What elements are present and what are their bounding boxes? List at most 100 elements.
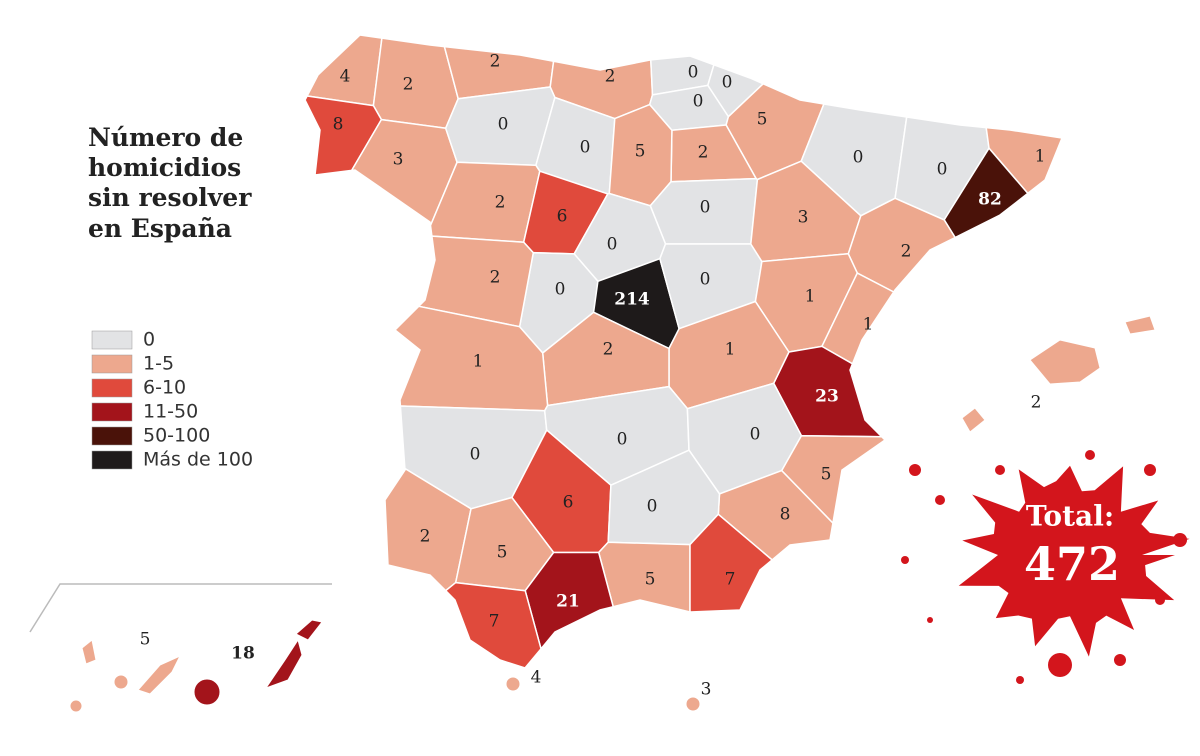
region-value: 2 — [420, 527, 431, 547]
region-value: 0 — [937, 160, 948, 180]
legend-label: 6-10 — [143, 377, 186, 399]
region-value: 5 — [645, 570, 656, 590]
legend-swatch — [91, 354, 133, 374]
island — [137, 654, 182, 695]
region-value: 5 — [757, 110, 768, 130]
region-value: 3 — [701, 680, 712, 700]
region-value: 2 — [495, 193, 506, 213]
title-line: Número de — [88, 123, 243, 152]
splat-drop — [1155, 595, 1165, 605]
legend-swatch — [91, 378, 133, 398]
total-label: Total: — [1026, 500, 1114, 533]
region-value: 0 — [853, 148, 864, 168]
island — [81, 639, 97, 665]
region-value: 18 — [231, 644, 255, 664]
title-line: homicidios — [88, 153, 241, 182]
legend-swatch — [91, 450, 133, 470]
splat-drop — [1085, 450, 1095, 460]
splat-drop — [1144, 464, 1156, 476]
island — [113, 674, 129, 690]
legend-label: 11-50 — [143, 401, 198, 423]
total-splat — [958, 465, 1190, 657]
region-value: 4 — [531, 668, 542, 688]
legend-label: Más de 100 — [143, 449, 253, 471]
title-line: sin resolver — [88, 183, 252, 212]
region-value: 1 — [1035, 147, 1046, 167]
region-value: 1 — [473, 352, 484, 372]
region-value: 214 — [614, 290, 650, 310]
legend-label: 50-100 — [143, 425, 210, 447]
island — [295, 619, 323, 641]
title-line: en España — [88, 214, 232, 243]
region-value: 7 — [489, 612, 500, 632]
region-value: 7 — [725, 570, 736, 590]
splat-drop — [909, 464, 921, 476]
region-value: 1 — [805, 287, 816, 307]
region-value: 5 — [821, 465, 832, 485]
region-value: 8 — [333, 115, 344, 135]
region-value: 0 — [700, 198, 711, 218]
region-value: 2 — [490, 52, 501, 72]
island — [264, 638, 303, 689]
region-value: 0 — [700, 270, 711, 290]
island — [69, 699, 83, 713]
region-value: 0 — [693, 92, 704, 112]
region-value: 82 — [978, 190, 1002, 210]
province — [304, 95, 383, 176]
legend-label: 1-5 — [143, 353, 174, 375]
splat-drop — [1048, 653, 1072, 677]
region-value: 5 — [497, 543, 508, 563]
region-value: 0 — [688, 63, 699, 83]
region-value: 6 — [563, 493, 574, 513]
legend-swatch — [91, 402, 133, 422]
region-value: 5 — [635, 142, 646, 162]
region-value: 2 — [403, 75, 414, 95]
legend-swatch — [91, 426, 133, 446]
region-value: 23 — [815, 387, 839, 407]
legend-swatch — [91, 330, 133, 350]
region-value: 8 — [780, 505, 791, 525]
region-value: 0 — [607, 235, 618, 255]
region-value: 5 — [140, 630, 151, 650]
region-value: 3 — [798, 208, 809, 228]
island — [961, 407, 986, 433]
region-value: 2 — [1031, 393, 1042, 413]
province — [444, 581, 542, 669]
legend-label: 0 — [143, 329, 155, 351]
region-value: 2 — [901, 242, 912, 262]
splat-drop — [1114, 654, 1126, 666]
region-value: 0 — [555, 280, 566, 300]
inset-border — [29, 583, 332, 633]
splat-drop — [1016, 676, 1024, 684]
regions — [69, 34, 1156, 713]
region-value: 0 — [722, 73, 733, 93]
province — [417, 235, 535, 328]
region-value: 0 — [750, 425, 761, 445]
region-value: 3 — [393, 150, 404, 170]
island — [505, 676, 521, 692]
region-value: 2 — [698, 143, 709, 163]
region-value: 1 — [863, 315, 874, 335]
region-value: 0 — [647, 497, 658, 517]
region-value: 2 — [603, 340, 614, 360]
splat-drop — [1173, 533, 1187, 547]
region-value: 1 — [725, 340, 736, 360]
island — [193, 678, 221, 706]
splat-drop — [935, 495, 945, 505]
region-value: 0 — [580, 138, 591, 158]
region-value: 21 — [556, 592, 580, 612]
island — [685, 696, 701, 712]
region-value: 0 — [498, 115, 509, 135]
region-value: 0 — [470, 445, 481, 465]
splat-drop — [995, 465, 1005, 475]
island — [1124, 315, 1156, 335]
total-value: 472 — [1024, 537, 1120, 591]
region-value: 0 — [617, 430, 628, 450]
splat-drop — [901, 556, 909, 564]
province — [689, 513, 774, 613]
region-value: 2 — [605, 67, 616, 87]
region-value: 6 — [557, 207, 568, 227]
